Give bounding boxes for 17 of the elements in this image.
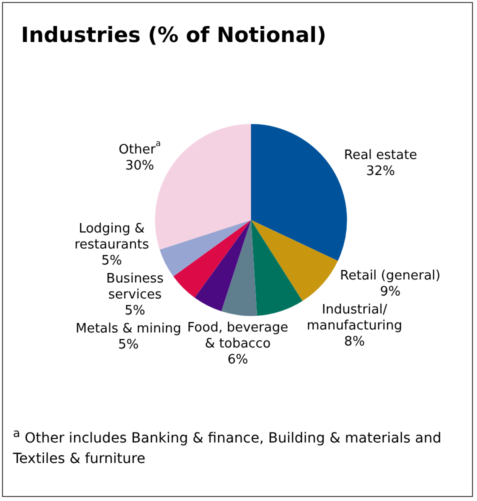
data-label: 8% — [344, 334, 365, 350]
slice-label: Business services — [106, 271, 164, 302]
chart-title: Industries (% of Notional) — [21, 23, 326, 47]
data-label: 9% — [380, 284, 401, 300]
slice-label: Real estate — [344, 148, 418, 163]
data-label: 5% — [101, 253, 122, 268]
slice-label: Metals & mining — [76, 321, 182, 336]
text: $^{a}$ Other includes Banking & finance, Building & materials and Textiles & furniture — [13, 425, 442, 469]
slice-label: Retail (general) — [340, 268, 440, 284]
data-label: 5% — [124, 303, 146, 318]
slice-label: Food, beverage & tobacco — [187, 320, 288, 352]
data-label: 32% — [366, 164, 395, 179]
data-label: 30% — [125, 158, 154, 174]
slice-label: Lodging & restaurants — [74, 221, 150, 252]
data-label: 5% — [118, 337, 139, 352]
data-label: 6% — [227, 352, 248, 368]
slice-label: Industrial/manufacturing — [306, 302, 402, 334]
